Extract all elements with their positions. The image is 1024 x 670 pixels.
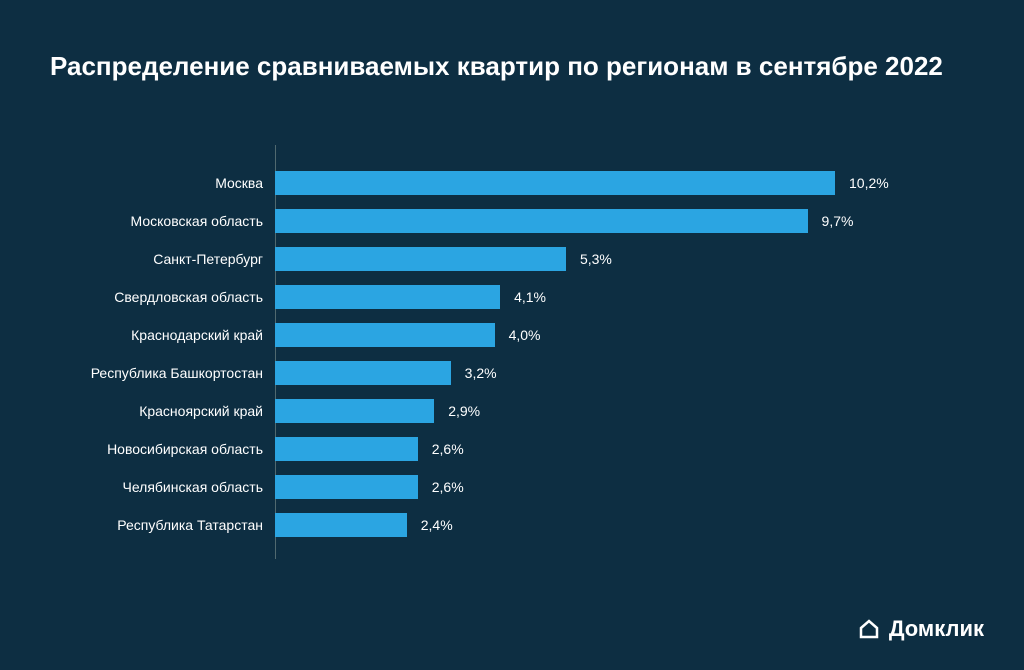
bar-label: Республика Башкортостан [50,365,275,381]
bar-track: 2,4% [275,507,954,543]
bar-label: Краснодарский край [50,327,275,343]
bar-label: Челябинская область [50,479,275,495]
bar-row: Республика Татарстан 2,4% [50,507,954,543]
bar [275,361,451,385]
logo: Домклик [857,616,984,642]
bar-value: 10,2% [849,175,889,191]
bar-track: 2,6% [275,469,954,505]
bar-value: 5,3% [580,251,612,267]
bar-chart: Москва 10,2% Московская область 9,7% Санкт-П… [50,165,954,543]
bar-row: Московская область 9,7% [50,203,954,239]
bar [275,475,418,499]
bar-row: Новосибирская область 2,6% [50,431,954,467]
bar-row: Санкт-Петербург 5,3% [50,241,954,277]
bar-value: 2,9% [448,403,480,419]
bar [275,171,835,195]
bar-row: Красноярский край 2,9% [50,393,954,429]
bar [275,285,500,309]
bar-label: Красноярский край [50,403,275,419]
bar-track: 10,2% [275,165,954,201]
logo-text: Домклик [889,616,984,642]
bar-value: 3,2% [465,365,497,381]
bar-label: Москва [50,175,275,191]
bar-track: 4,1% [275,279,954,315]
bar-row: Республика Башкортостан 3,2% [50,355,954,391]
house-icon [857,617,881,641]
bar-row: Челябинская область 2,6% [50,469,954,505]
bar-value: 2,4% [421,517,453,533]
chart-container: Москва 10,2% Московская область 9,7% Санкт-П… [50,165,954,545]
bar-track: 4,0% [275,317,954,353]
bar-value: 4,0% [509,327,541,343]
bar [275,247,566,271]
bar-value: 2,6% [432,479,464,495]
bar-label: Республика Татарстан [50,517,275,533]
bar-row: Краснодарский край 4,0% [50,317,954,353]
bar-row: Свердловская область 4,1% [50,279,954,315]
bar [275,323,495,347]
bar-value: 9,7% [822,213,854,229]
bar [275,513,407,537]
bar-label: Санкт-Петербург [50,251,275,267]
bar-track: 3,2% [275,355,954,391]
bar-row: Москва 10,2% [50,165,954,201]
bar-label: Свердловская область [50,289,275,305]
bar-track: 2,6% [275,431,954,467]
bar-label: Московская область [50,213,275,229]
bar-track: 2,9% [275,393,954,429]
chart-title: Распределение сравниваемых квартир по ре… [0,0,1024,84]
bar-track: 5,3% [275,241,954,277]
bar-value: 2,6% [432,441,464,457]
bar-label: Новосибирская область [50,441,275,457]
bar [275,437,418,461]
bar-value: 4,1% [514,289,546,305]
bar [275,399,434,423]
bar-track: 9,7% [275,203,954,239]
bar [275,209,808,233]
